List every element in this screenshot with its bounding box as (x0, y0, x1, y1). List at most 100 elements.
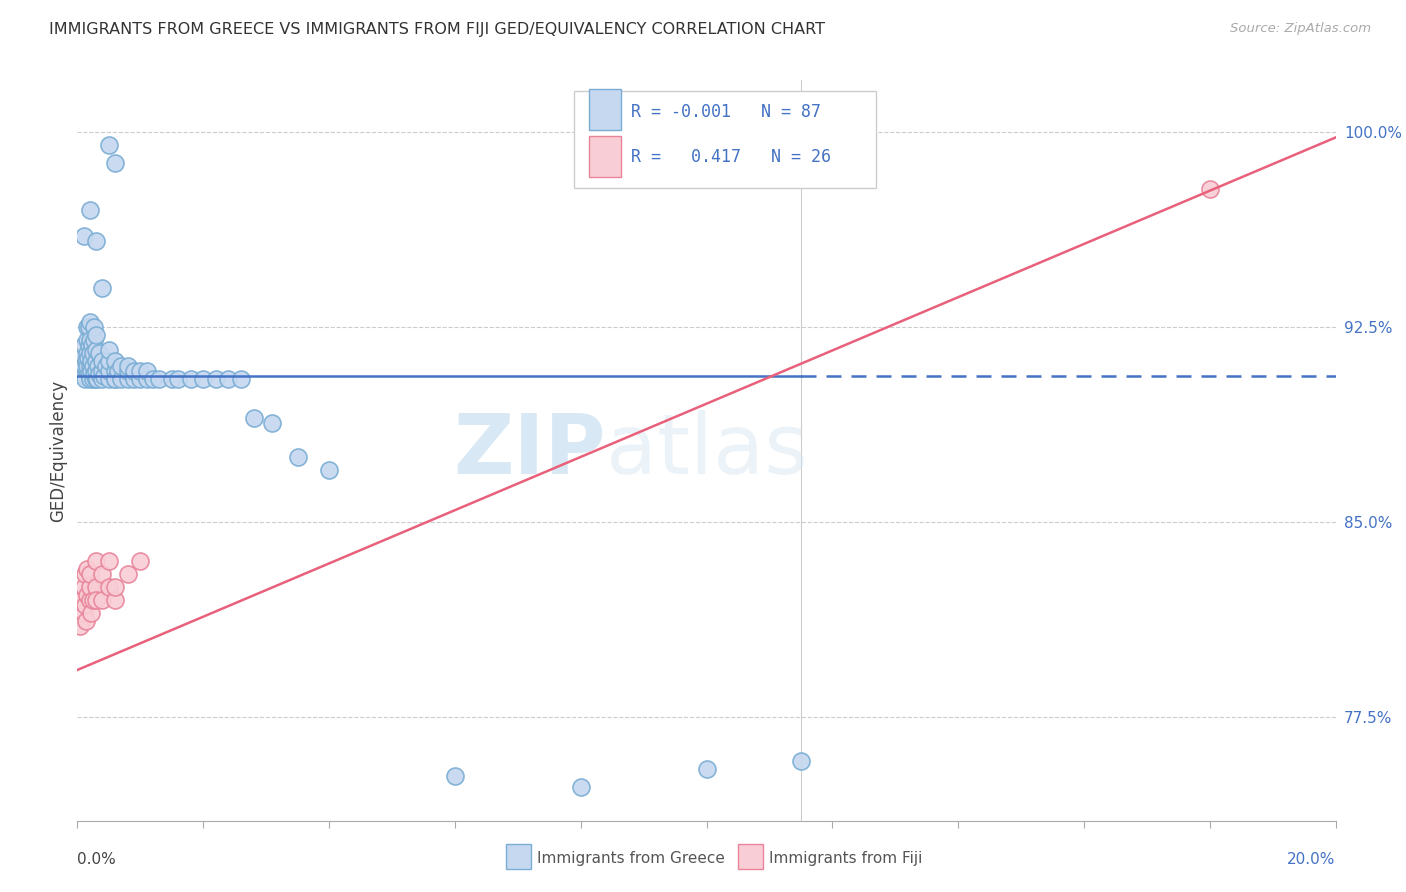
Text: 20.0%: 20.0% (1288, 852, 1336, 867)
Point (97, 343, 120, 358)
Point (69, 364, 91, 378)
Point (696, 762, 718, 776)
Point (72, 606, 94, 620)
Point (129, 372, 152, 386)
Point (76, 346, 98, 360)
Point (135, 364, 157, 378)
Point (84, 580, 107, 594)
Point (76, 320, 98, 334)
Point (89, 346, 111, 360)
Point (84, 354, 107, 368)
Point (73, 372, 96, 386)
Point (91, 281, 114, 295)
Point (84, 327, 107, 342)
Point (97, 554, 120, 568)
Point (76, 364, 98, 378)
Point (72, 229, 94, 244)
Point (569, 780, 592, 794)
Text: Immigrants from Fiji: Immigrants from Fiji (769, 851, 922, 865)
Point (93, 369, 115, 384)
Point (204, 372, 226, 386)
Point (242, 411, 264, 425)
Point (72, 369, 94, 384)
Point (80, 364, 103, 378)
Point (84, 592, 107, 607)
Point (83, 333, 105, 347)
Point (79, 566, 101, 581)
Point (84, 235, 107, 249)
Point (79, 315, 101, 329)
Point (1199, 182, 1222, 196)
Point (84, 554, 107, 568)
Point (70, 592, 93, 607)
Point (104, 592, 127, 607)
Point (129, 554, 152, 568)
Point (79, 359, 101, 373)
Point (87, 359, 110, 373)
Point (790, 754, 813, 768)
Point (86, 372, 108, 386)
Text: Source: ZipAtlas.com: Source: ZipAtlas.com (1230, 22, 1371, 36)
Point (77, 367, 100, 381)
Point (91, 372, 114, 386)
Point (180, 372, 202, 386)
Point (79, 592, 101, 607)
Text: GED/Equivalency: GED/Equivalency (49, 379, 67, 522)
Text: R = -0.001   N = 87: R = -0.001 N = 87 (631, 103, 821, 121)
Text: atlas: atlas (606, 410, 807, 491)
Point (80, 338, 103, 352)
FancyBboxPatch shape (589, 136, 621, 177)
Point (72, 338, 94, 352)
Point (444, 769, 467, 783)
Point (167, 372, 190, 386)
Point (94, 359, 117, 373)
Point (229, 372, 252, 386)
Point (97, 354, 120, 368)
Point (117, 566, 139, 581)
Point (79, 203, 101, 218)
Point (262, 416, 284, 430)
Point (80, 606, 103, 620)
Point (122, 372, 145, 386)
Point (117, 364, 139, 378)
Point (191, 372, 215, 386)
Point (75, 354, 97, 368)
Point (76, 562, 98, 576)
Point (84, 364, 107, 378)
Point (142, 372, 165, 386)
Point (79, 372, 101, 386)
Point (82, 372, 104, 386)
Point (89, 367, 111, 381)
Point (217, 372, 239, 386)
Point (91, 364, 114, 378)
Point (84, 343, 107, 358)
FancyBboxPatch shape (575, 91, 876, 187)
Point (104, 580, 127, 594)
Point (117, 372, 139, 386)
Point (148, 372, 170, 386)
Point (135, 372, 157, 386)
Point (79, 580, 101, 594)
Point (76, 588, 98, 602)
Point (97, 138, 120, 153)
Point (76, 359, 98, 373)
Text: ZIP: ZIP (453, 410, 606, 491)
Point (82, 592, 104, 607)
Point (77, 320, 100, 334)
Point (82, 359, 104, 373)
Text: IMMIGRANTS FROM GREECE VS IMMIGRANTS FROM FIJI GED/EQUIVALENCY CORRELATION CHART: IMMIGRANTS FROM GREECE VS IMMIGRANTS FRO… (49, 22, 825, 37)
Point (76, 333, 98, 347)
Point (73, 566, 96, 581)
Point (73, 598, 96, 612)
Point (104, 156, 127, 170)
Point (107, 364, 129, 378)
Point (80, 354, 103, 368)
Point (72, 580, 94, 594)
Point (97, 364, 120, 378)
Point (79, 346, 101, 360)
Point (122, 364, 145, 378)
Point (117, 359, 139, 373)
Text: R =   0.417   N = 26: R = 0.417 N = 26 (631, 147, 831, 166)
Point (91, 354, 114, 368)
Point (83, 320, 105, 334)
